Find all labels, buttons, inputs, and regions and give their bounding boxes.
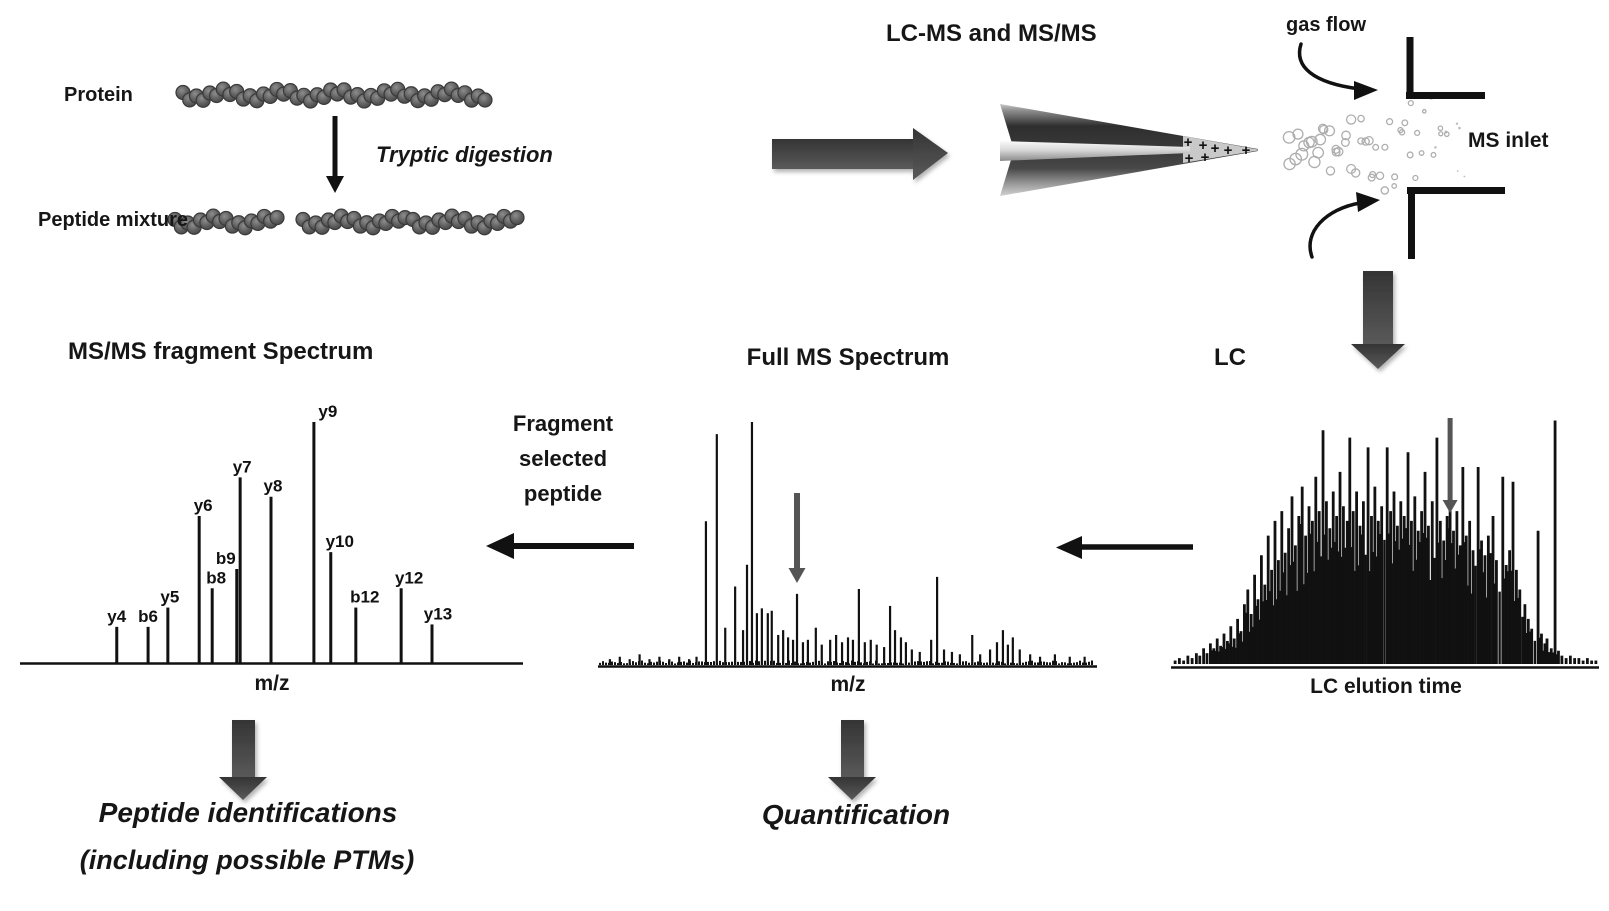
peak-label-y5: y5 <box>160 588 179 607</box>
peak-label-y6: y6 <box>194 496 213 515</box>
protein-label: Protein <box>64 84 133 106</box>
msms-spectrum-title: MS/MS fragment Spectrum <box>68 338 374 365</box>
lc-chromatogram-plot <box>1171 418 1599 669</box>
to-ionization-arrow <box>772 128 948 180</box>
peptide-chain-1 <box>167 208 285 236</box>
to-quantification-arrow <box>828 720 876 800</box>
peptide-mixture-label: Peptide mixture <box>38 209 189 231</box>
tryptic-digestion-label: Tryptic digestion <box>376 142 553 167</box>
svg-text:+: + <box>1184 134 1193 151</box>
to-lc-arrow <box>1351 271 1405 369</box>
svg-text:+: + <box>1211 140 1220 157</box>
peak-label-y9: y9 <box>318 402 337 421</box>
peak-label-b9: b9 <box>216 549 236 568</box>
peak-label-y12: y12 <box>395 568 423 587</box>
fragment-selected-peptide-label: Fragment selected peptide <box>512 411 614 506</box>
peak-label-y10: y10 <box>326 532 354 551</box>
svg-text:+: + <box>1224 142 1233 159</box>
protein-chain <box>175 81 493 109</box>
lc-title: LC <box>1214 344 1246 371</box>
peak-label-b8: b8 <box>206 568 226 587</box>
peak-label-b6: b6 <box>138 607 158 626</box>
fullms-spectrum-title: Full MS Spectrum <box>746 344 950 371</box>
peptide-chain-2 <box>295 208 413 236</box>
peptide-identifications-ptm-label: (including possible PTMs) <box>79 845 415 875</box>
gas-flow-arrow-bottom <box>1308 192 1380 259</box>
fullms-to-msms-arrow <box>486 533 634 559</box>
ms-inlet-bracket-top <box>1406 37 1485 99</box>
svg-text:+: + <box>1201 149 1210 166</box>
lcms-title: LC-MS and MS/MS <box>886 20 1097 47</box>
msms-xaxis-label: m/z <box>254 672 290 695</box>
peak-label-y8: y8 <box>264 477 283 496</box>
peak-label-y7: y7 <box>233 457 252 476</box>
svg-text:+: + <box>1185 150 1194 167</box>
peak-label-b12: b12 <box>350 588 379 607</box>
peak-label-y4: y4 <box>107 607 126 626</box>
quantification-label: Quantification <box>761 799 951 830</box>
peptide-identifications-label: Peptide identifications <box>98 797 398 828</box>
fullms-xaxis-label: m/z <box>830 673 866 696</box>
ms-inlet-label: MS inlet <box>1468 129 1549 152</box>
charge-marks: + + + ++ + + <box>1184 134 1251 167</box>
ms-inlet-bracket-bottom <box>1407 187 1505 259</box>
tryptic-digestion-arrow <box>326 116 344 193</box>
peak-label-y13: y13 <box>424 604 452 623</box>
svg-text:+: + <box>1199 137 1208 154</box>
gas-flow-arrow-top <box>1297 42 1378 100</box>
svg-text:+: + <box>1242 142 1251 159</box>
electrospray-needle: + + + ++ + + <box>1000 104 1258 196</box>
to-identification-arrow <box>219 720 267 800</box>
lc-xaxis-label: LC elution time <box>1310 675 1462 698</box>
lc-to-fullms-arrow <box>1056 536 1193 559</box>
peptide-chain-3 <box>405 208 525 236</box>
gas-flow-label: gas flow <box>1286 14 1367 36</box>
fullms-spectrum-plot <box>598 422 1097 668</box>
droplet-spray <box>1282 95 1466 195</box>
